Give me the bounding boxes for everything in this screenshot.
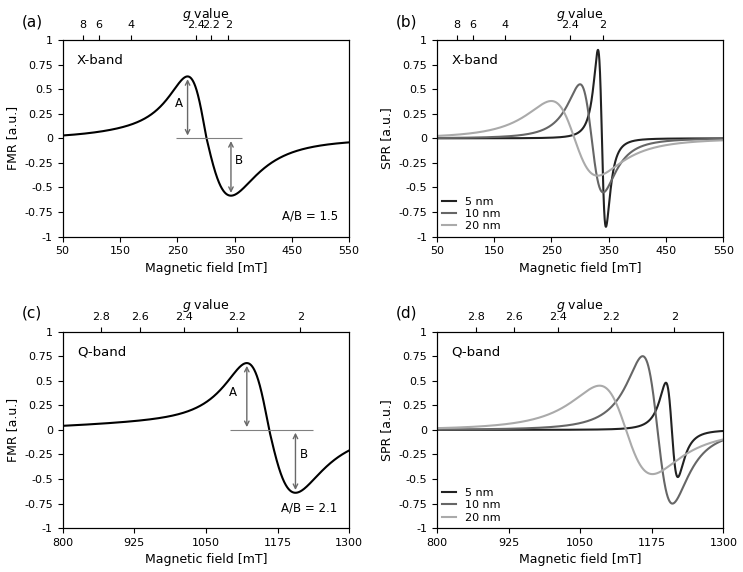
Line: 10 nm: 10 nm [437,84,724,192]
20 nm [432,425,441,432]
5 nm [482,135,491,142]
20 nm [432,133,441,140]
20 nm [683,450,692,457]
5 nm [542,134,551,141]
20 nm [547,98,556,105]
Text: (a): (a) [22,14,43,29]
Line: 5 nm: 5 nm [437,50,724,227]
5 nm [719,135,728,142]
5 nm [713,135,722,142]
20 nm [713,137,722,144]
10 nm [713,439,722,446]
Text: A/B = 1.5: A/B = 1.5 [282,210,338,223]
10 nm [482,426,491,432]
5 nm [594,46,603,53]
5 nm [465,427,474,434]
20 nm [465,423,474,430]
X-axis label: Magnetic field [mT]: Magnetic field [mT] [519,262,641,275]
Y-axis label: SPR [a.u.]: SPR [a.u.] [380,108,393,169]
20 nm [555,406,564,413]
Y-axis label: FMR [a.u.]: FMR [a.u.] [5,106,19,170]
Legend: 5 nm, 10 nm, 20 nm: 5 nm, 10 nm, 20 nm [442,197,500,231]
X-axis label: Magnetic field [mT]: Magnetic field [mT] [519,554,641,566]
20 nm [465,130,474,137]
X-axis label: $g$ value: $g$ value [557,297,604,314]
X-axis label: Magnetic field [mT]: Magnetic field [mT] [145,262,267,275]
Text: A: A [229,387,236,399]
10 nm [465,134,474,141]
Line: 20 nm: 20 nm [437,101,724,176]
10 nm [555,423,564,430]
20 nm [482,423,491,430]
10 nm [719,136,728,142]
Text: X-band: X-band [451,54,498,67]
Text: (c): (c) [22,306,42,321]
Text: A/B = 2.1: A/B = 2.1 [282,502,338,514]
10 nm [555,114,564,121]
Text: Q-band: Q-band [451,345,501,359]
10 nm [542,424,551,431]
Text: Q-band: Q-band [77,345,126,359]
10 nm [713,136,722,142]
X-axis label: $g$ value: $g$ value [557,6,604,22]
10 nm [683,136,692,143]
5 nm [465,135,474,142]
10 nm [432,134,441,141]
Text: B: B [300,448,308,461]
5 nm [683,447,692,454]
X-axis label: $g$ value: $g$ value [182,6,230,22]
20 nm [683,139,692,146]
Text: (d): (d) [396,306,418,321]
10 nm [542,125,551,132]
5 nm [601,223,610,230]
Text: A: A [175,97,183,110]
5 nm [683,135,692,142]
5 nm [713,428,722,435]
10 nm [683,475,692,482]
Text: B: B [234,154,242,167]
5 nm [673,474,682,480]
20 nm [595,382,604,389]
10 nm [599,189,608,196]
10 nm [576,81,585,88]
5 nm [432,427,441,434]
Line: 10 nm: 10 nm [437,356,724,503]
20 nm [542,412,551,419]
Y-axis label: FMR [a.u.]: FMR [a.u.] [5,398,19,462]
Line: 5 nm: 5 nm [437,383,724,477]
Legend: 5 nm, 10 nm, 20 nm: 5 nm, 10 nm, 20 nm [442,488,500,523]
10 nm [719,436,728,443]
10 nm [668,500,677,507]
Text: X-band: X-band [77,54,124,67]
10 nm [465,426,474,433]
20 nm [542,98,551,105]
Line: 20 nm: 20 nm [437,386,724,474]
20 nm [482,128,491,134]
X-axis label: $g$ value: $g$ value [182,297,230,314]
20 nm [719,436,728,443]
20 nm [648,471,657,478]
20 nm [719,137,728,144]
20 nm [593,172,602,179]
20 nm [713,437,722,444]
5 nm [719,427,728,434]
10 nm [432,426,441,433]
10 nm [482,134,491,141]
5 nm [432,135,441,142]
5 nm [661,379,670,386]
10 nm [638,353,647,360]
X-axis label: Magnetic field [mT]: Magnetic field [mT] [145,554,267,566]
20 nm [555,102,564,109]
Text: (b): (b) [396,14,418,29]
5 nm [542,426,551,433]
Y-axis label: SPR [a.u.]: SPR [a.u.] [380,399,393,461]
5 nm [555,426,564,433]
5 nm [482,427,491,434]
5 nm [555,134,564,141]
